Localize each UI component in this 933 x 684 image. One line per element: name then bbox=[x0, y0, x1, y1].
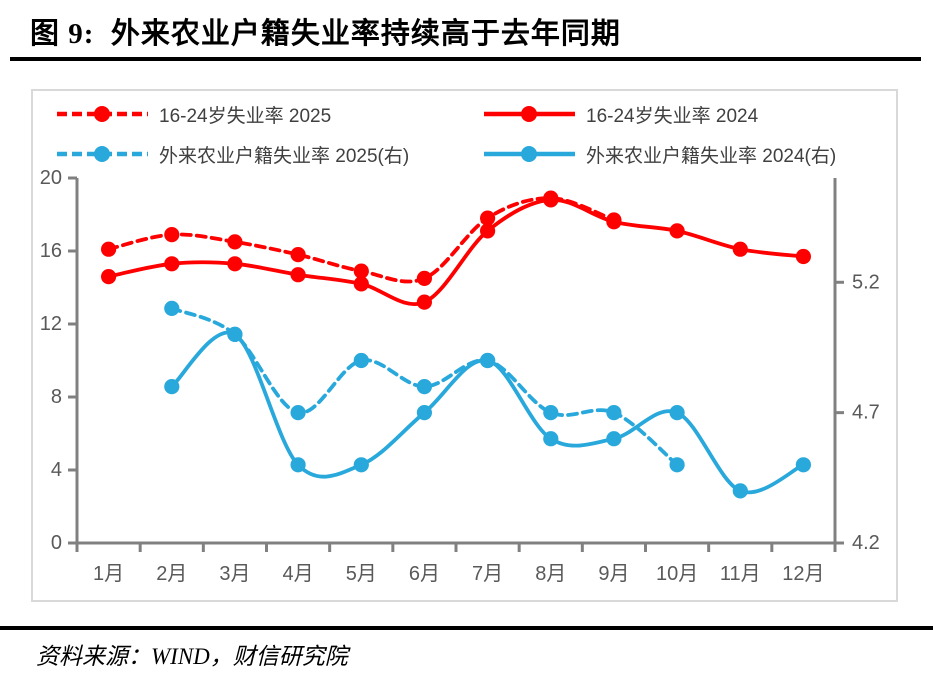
legend-marker bbox=[521, 146, 537, 162]
x-axis-month-label: 3月 bbox=[219, 563, 250, 585]
data-point bbox=[416, 270, 432, 286]
series-2 bbox=[164, 300, 685, 473]
data-point bbox=[669, 405, 685, 421]
legend-swatch-red-dashed-icon bbox=[57, 106, 148, 122]
data-point bbox=[227, 234, 243, 250]
right-axis-tick-label: 4.2 bbox=[852, 532, 880, 554]
legend-item-youth-2024: 16-24岁失业率 2024 bbox=[482, 101, 758, 127]
data-point bbox=[101, 269, 117, 285]
x-axis-month-label: 8月 bbox=[535, 563, 566, 585]
chart-panel bbox=[31, 89, 898, 602]
figure-title: 图 9: 外来农业户籍失业率持续高于去年同期 bbox=[30, 18, 621, 50]
data-point bbox=[543, 405, 559, 421]
x-axis-month-label: 1月 bbox=[93, 563, 124, 585]
left-axis-tick-label: 16 bbox=[40, 240, 62, 262]
data-point bbox=[543, 431, 559, 447]
data-point bbox=[480, 352, 496, 369]
legend-marker bbox=[94, 106, 110, 122]
data-point bbox=[732, 241, 748, 257]
x-axis-month-label: 2月 bbox=[156, 563, 187, 585]
bottom-divider bbox=[0, 626, 933, 630]
series-1 bbox=[101, 192, 812, 310]
left-axis-tick-label: 12 bbox=[40, 313, 62, 335]
x-axis-month-label: 11月 bbox=[720, 563, 761, 585]
legend-label: 外来农业户籍失业率 2025(右) bbox=[159, 145, 410, 167]
x-axis-month-label: 7月 bbox=[472, 563, 503, 585]
data-point bbox=[480, 210, 496, 226]
data-point bbox=[606, 214, 622, 230]
data-point bbox=[164, 300, 180, 316]
legend-item-migrant-2025: 外来农业户籍失业率 2025(右) bbox=[55, 141, 409, 167]
data-point bbox=[669, 223, 685, 239]
axes bbox=[68, 176, 844, 552]
data-point bbox=[164, 227, 180, 243]
data-point bbox=[290, 457, 306, 473]
data-point bbox=[290, 247, 306, 263]
data-point bbox=[480, 223, 496, 239]
data-point bbox=[164, 379, 180, 395]
data-point bbox=[101, 241, 117, 257]
data-point bbox=[795, 248, 812, 265]
legend-swatch-blue-dashed-icon bbox=[57, 146, 148, 162]
data-point bbox=[353, 457, 369, 473]
series-3 bbox=[164, 326, 812, 499]
data-point bbox=[227, 326, 243, 342]
data-point bbox=[543, 192, 559, 208]
x-axis-month-label: 4月 bbox=[283, 563, 314, 585]
data-point bbox=[416, 379, 432, 395]
legend-item-migrant-2024: 外来农业户籍失业率 2024(右) bbox=[482, 141, 836, 167]
data-point bbox=[164, 256, 180, 272]
left-axis-tick-label: 8 bbox=[51, 386, 62, 408]
data-point bbox=[606, 431, 622, 447]
x-axis-month-label: 5月 bbox=[346, 563, 377, 585]
data-point bbox=[606, 405, 622, 421]
source-note: 资料来源：WIND，财信研究院 bbox=[36, 644, 348, 669]
data-point bbox=[795, 457, 812, 473]
data-point bbox=[416, 405, 432, 421]
legend-label: 外来农业户籍失业率 2024(右) bbox=[586, 145, 837, 167]
x-axis-month-label: 10月 bbox=[656, 563, 698, 585]
left-axis-tick-label: 0 bbox=[51, 532, 62, 554]
legend-label: 16-24岁失业率 2024 bbox=[586, 105, 759, 127]
data-point bbox=[290, 267, 306, 283]
legend-item-youth-2025: 16-24岁失业率 2025 bbox=[55, 101, 331, 127]
left-axis-tick-label: 4 bbox=[51, 459, 62, 481]
data-point bbox=[353, 263, 369, 279]
title-divider bbox=[10, 57, 921, 61]
legend-label: 16-24岁失业率 2025 bbox=[159, 105, 332, 127]
data-point bbox=[353, 352, 369, 369]
data-point bbox=[290, 405, 306, 421]
legend-marker bbox=[521, 106, 537, 122]
x-axis-month-label: 6月 bbox=[409, 563, 440, 585]
legend-swatch-red-solid-icon bbox=[484, 106, 575, 122]
data-point bbox=[732, 483, 748, 499]
data-point bbox=[227, 256, 243, 272]
legend-swatch-blue-solid-icon bbox=[484, 146, 575, 162]
right-axis-tick-label: 5.2 bbox=[852, 271, 880, 293]
data-point bbox=[416, 294, 432, 310]
series-0 bbox=[101, 190, 622, 286]
data-point bbox=[353, 276, 369, 292]
legend-marker bbox=[94, 146, 110, 162]
data-point bbox=[669, 457, 685, 473]
axis-labels: 0 4 8 12 16 20 4.2 4.7 5.2 1月 2月 3月 4月 5月 6月 7月 8月 9月 10月 1… bbox=[40, 167, 880, 585]
right-axis-tick-label: 4.7 bbox=[852, 402, 880, 424]
x-axis-month-label: 9月 bbox=[598, 563, 629, 585]
left-axis-tick-label: 20 bbox=[40, 167, 62, 189]
x-axis-month-label: 12月 bbox=[782, 563, 824, 585]
